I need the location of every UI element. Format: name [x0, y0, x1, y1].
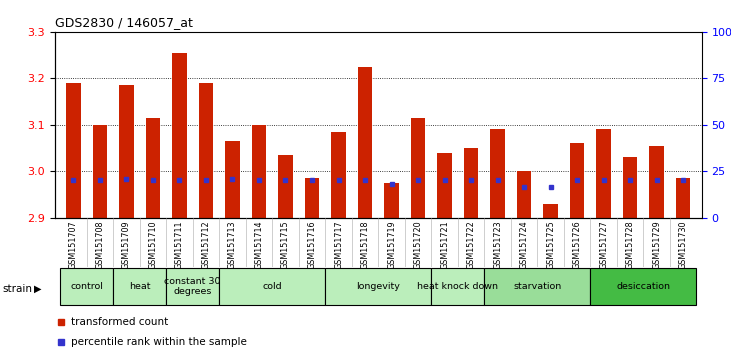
- Text: GSM151716: GSM151716: [308, 220, 317, 269]
- Bar: [331, 132, 346, 218]
- Bar: [517, 171, 531, 218]
- Bar: [570, 143, 585, 218]
- Text: GSM151714: GSM151714: [254, 220, 263, 269]
- Text: longevity: longevity: [356, 282, 401, 291]
- Bar: [199, 83, 213, 218]
- Text: percentile rank within the sample: percentile rank within the sample: [71, 337, 247, 347]
- Text: GSM151727: GSM151727: [599, 220, 608, 269]
- Bar: [60, 268, 113, 306]
- Bar: [596, 130, 611, 218]
- Text: GSM151713: GSM151713: [228, 220, 237, 269]
- Text: GSM151726: GSM151726: [572, 220, 582, 269]
- Text: heat knock down: heat knock down: [417, 282, 499, 291]
- Text: GSM151710: GSM151710: [148, 220, 157, 269]
- Bar: [225, 141, 240, 218]
- Bar: [649, 146, 664, 218]
- Text: GSM151712: GSM151712: [202, 220, 211, 269]
- Bar: [437, 153, 452, 218]
- Bar: [491, 130, 505, 218]
- Bar: [591, 268, 697, 306]
- Bar: [172, 53, 186, 218]
- Bar: [325, 268, 431, 306]
- Text: GSM151709: GSM151709: [122, 220, 131, 269]
- Text: GSM151729: GSM151729: [652, 220, 661, 269]
- Text: GSM151730: GSM151730: [678, 220, 688, 269]
- Bar: [119, 85, 134, 218]
- Bar: [279, 155, 293, 218]
- Bar: [485, 268, 591, 306]
- Bar: [385, 183, 399, 218]
- Bar: [543, 204, 558, 218]
- Bar: [66, 83, 80, 218]
- Text: starvation: starvation: [513, 282, 561, 291]
- Text: GSM151721: GSM151721: [440, 220, 449, 269]
- Text: ▶: ▶: [34, 284, 41, 293]
- Bar: [676, 178, 691, 218]
- Text: GSM151717: GSM151717: [334, 220, 343, 269]
- Text: strain: strain: [2, 284, 32, 293]
- Bar: [113, 268, 166, 306]
- Text: cold: cold: [262, 282, 282, 291]
- Bar: [411, 118, 425, 218]
- Text: desiccation: desiccation: [616, 282, 670, 291]
- Text: GSM151722: GSM151722: [466, 220, 476, 269]
- Text: heat: heat: [129, 282, 151, 291]
- Text: GSM151719: GSM151719: [387, 220, 396, 269]
- Text: constant 30
degrees: constant 30 degrees: [164, 277, 221, 296]
- Bar: [166, 268, 219, 306]
- Text: GSM151707: GSM151707: [69, 220, 78, 269]
- Text: GSM151711: GSM151711: [175, 220, 184, 269]
- Text: GSM151725: GSM151725: [546, 220, 555, 269]
- Bar: [431, 268, 485, 306]
- Text: GSM151718: GSM151718: [360, 220, 370, 269]
- Bar: [145, 118, 160, 218]
- Bar: [251, 125, 266, 218]
- Text: transformed count: transformed count: [71, 318, 168, 327]
- Bar: [463, 148, 478, 218]
- Text: GDS2830 / 146057_at: GDS2830 / 146057_at: [55, 17, 193, 29]
- Text: GSM151708: GSM151708: [96, 220, 105, 269]
- Text: GSM151720: GSM151720: [414, 220, 423, 269]
- Text: GSM151728: GSM151728: [626, 220, 635, 269]
- Bar: [219, 268, 325, 306]
- Text: GSM151723: GSM151723: [493, 220, 502, 269]
- Text: GSM151715: GSM151715: [281, 220, 290, 269]
- Text: GSM151724: GSM151724: [520, 220, 529, 269]
- Bar: [623, 157, 637, 218]
- Bar: [357, 67, 372, 218]
- Bar: [305, 178, 319, 218]
- Text: control: control: [70, 282, 103, 291]
- Bar: [93, 125, 107, 218]
